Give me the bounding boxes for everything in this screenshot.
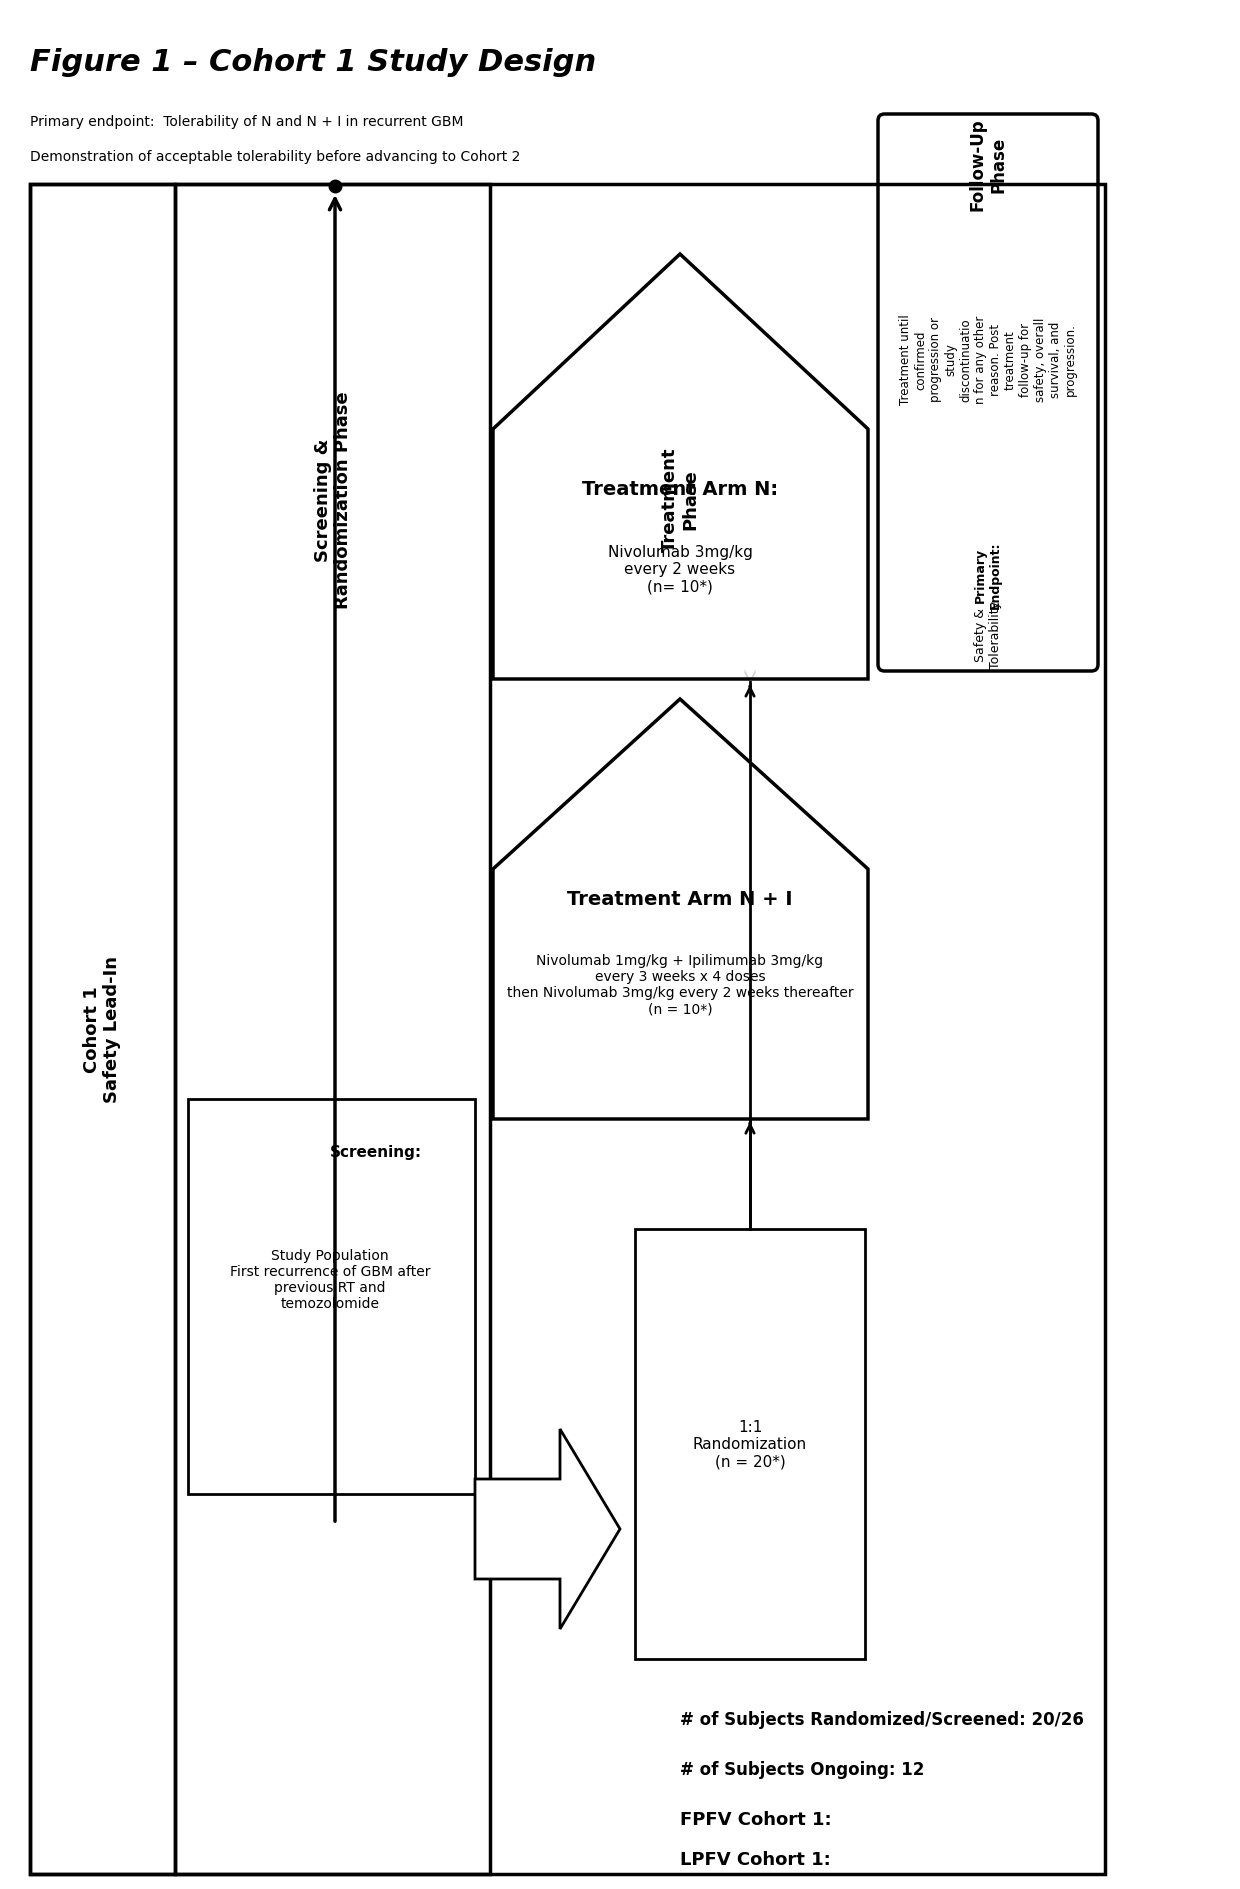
Bar	[635, 1230, 866, 1659]
Text: LPFV Cohort 1:: LPFV Cohort 1:	[680, 1849, 831, 1868]
Text: Primary
Endpoint:: Primary Endpoint:	[973, 540, 1002, 608]
Text: Primary endpoint:  Tolerability of N and N + I in recurrent GBM: Primary endpoint: Tolerability of N and …	[30, 115, 464, 128]
Text: Cohort 1
Safety Lead-In: Cohort 1 Safety Lead-In	[83, 956, 122, 1103]
Text: # of Subjects Ongoing: 12: # of Subjects Ongoing: 12	[680, 1761, 924, 1778]
Polygon shape	[475, 1430, 620, 1628]
Text: Treatment Arm N:: Treatment Arm N:	[582, 480, 777, 499]
Text: Demonstration of acceptable tolerability before advancing to Cohort 2: Demonstration of acceptable tolerability…	[30, 149, 521, 164]
Text: Treatment
Phase: Treatment Phase	[661, 448, 699, 552]
Text: Nivolumab 1mg/kg + Ipilimumab 3mg/kg
every 3 weeks x 4 doses
then Nivolumab 3mg/: Nivolumab 1mg/kg + Ipilimumab 3mg/kg eve…	[507, 954, 853, 1016]
Text: Screening &
Randomization Phase: Screening & Randomization Phase	[314, 391, 352, 608]
Bar	[30, 185, 175, 1874]
Text: Treatment Arm N + I: Treatment Arm N + I	[567, 890, 792, 909]
Text: FPFV Cohort 1:: FPFV Cohort 1:	[680, 1810, 832, 1829]
Text: Safety &
Tolerability: Safety & Tolerability	[973, 601, 1002, 669]
Text: Treatment until
confirmed
progression or
study
discontinuatio
n for any other
re: Treatment until confirmed progression or…	[899, 314, 1078, 404]
Text: Follow-Up
Phase: Follow-Up Phase	[968, 119, 1007, 212]
Text: Study Population
First recurrence of GBM after
previous RT and
temozolomide: Study Population First recurrence of GBM…	[229, 1249, 430, 1311]
Text: Figure 1 – Cohort 1 Study Design: Figure 1 – Cohort 1 Study Design	[30, 47, 596, 77]
Bar	[188, 1099, 475, 1494]
Bar	[175, 185, 490, 1874]
Text: 1:1
Randomization
(n = 20*): 1:1 Randomization (n = 20*)	[693, 1419, 807, 1470]
Bar	[30, 185, 1105, 1874]
Text: # of Subjects Randomized/Screened: 20/26: # of Subjects Randomized/Screened: 20/26	[680, 1710, 1084, 1728]
Text: Nivolumab 3mg/kg
every 2 weeks
(n= 10*): Nivolumab 3mg/kg every 2 weeks (n= 10*)	[608, 544, 753, 595]
Text: Screening:: Screening:	[330, 1145, 422, 1160]
